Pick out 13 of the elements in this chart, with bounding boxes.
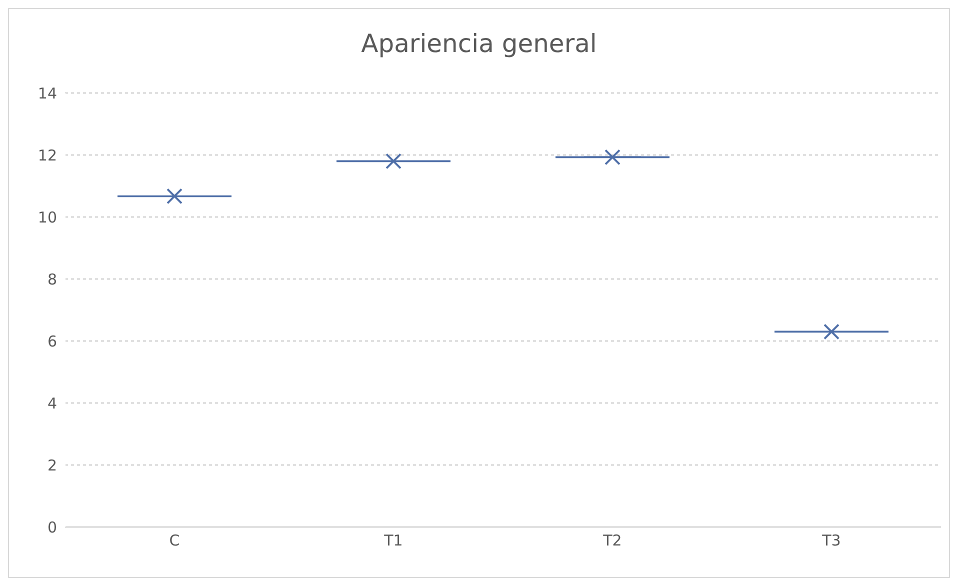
x-tick-label: T3 [821, 532, 841, 550]
chart-title: Apariencia general [360, 29, 598, 58]
y-tick-label: 12 [38, 146, 57, 164]
x-tick-label: T1 [383, 532, 403, 550]
y-tick-label: 2 [47, 456, 57, 474]
x-tick-label: C [169, 532, 180, 550]
x-tick-label: T2 [602, 532, 622, 550]
y-tick-label: 14 [38, 84, 57, 102]
y-tick-label: 0 [47, 518, 57, 536]
y-tick-label: 8 [47, 270, 57, 288]
y-tick-label: 6 [47, 332, 57, 350]
y-tick-label: 10 [38, 208, 57, 226]
y-tick-label: 4 [47, 394, 57, 412]
